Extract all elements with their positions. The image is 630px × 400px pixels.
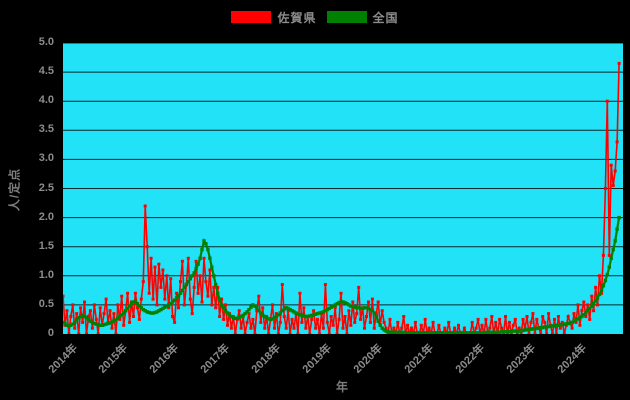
x-tick-label: 2020年 [351, 342, 386, 376]
x-tick-label: 2023年 [504, 342, 538, 376]
legend-swatch-saga [231, 11, 272, 23]
legend-label-zenkoku: 全国 [372, 10, 399, 25]
x-tick-label: 2014年 [46, 342, 80, 376]
series-markers-saga [63, 61, 621, 334]
x-tick-label: 2015年 [96, 342, 131, 376]
y-tick-label: 2.5 [38, 181, 54, 194]
y-tick-label: 5.0 [38, 36, 54, 48]
plot-svg [63, 43, 623, 334]
series-markers-zenkoku [63, 215, 621, 334]
legend-swatch-zenkoku [326, 11, 367, 23]
y-tick-label: 3.5 [38, 123, 54, 136]
legend-label-saga: 佐賀県 [277, 10, 317, 25]
x-tick-label: 2017年 [198, 342, 233, 376]
plot-area [62, 42, 624, 335]
x-tick-label: 2022年 [453, 342, 487, 376]
y-tick-label: 0 [47, 327, 54, 339]
x-tick-label: 2018年 [249, 342, 284, 376]
y-tick-label: 2.0 [38, 210, 54, 223]
y-tick-label: 3.0 [38, 152, 54, 165]
y-tick-label: 4.5 [38, 65, 54, 78]
y-tick-label: 1.5 [38, 239, 54, 252]
legend-item-zenkoku: 全国 [326, 9, 399, 26]
y-tick-label: 1.0 [38, 268, 54, 281]
y-tick-label: 0.5 [38, 297, 54, 310]
x-tick-label: 2021年 [402, 342, 436, 376]
x-tick-label: 2024年 [555, 342, 589, 376]
x-tick-label: 2019年 [300, 342, 335, 376]
x-tick-label: 2016年 [147, 342, 182, 376]
legend: 佐賀県 全国 [0, 7, 630, 27]
x-axis-title: 年 [335, 380, 348, 394]
y-tick-label: 4.0 [38, 94, 54, 107]
legend-item-saga: 佐賀県 [231, 9, 316, 26]
